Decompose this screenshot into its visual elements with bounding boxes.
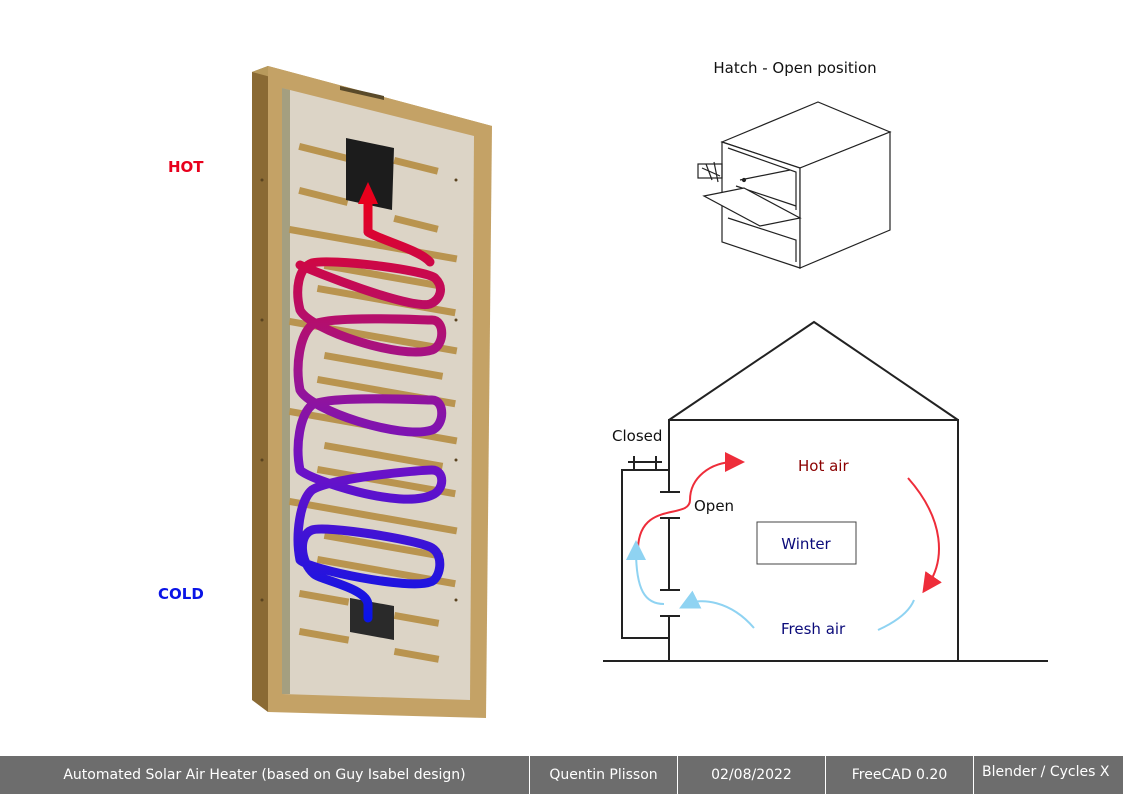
airflow-path <box>293 195 447 623</box>
fresh-air-rise-arrow <box>626 540 665 605</box>
fresh-air-label: Fresh air <box>781 620 846 638</box>
fresh-air-intake-arrow <box>679 590 755 629</box>
house-walls <box>668 419 959 661</box>
open-label: Open <box>694 497 734 515</box>
season-label: Winter <box>781 535 831 553</box>
hot-air-circulation-arrow <box>907 477 942 594</box>
diagram-canvas: Hatch - Open position <box>252 59 1048 718</box>
date: 02/08/2022 <box>678 756 826 794</box>
hatch-title: Hatch - Open position <box>713 59 876 77</box>
fresh-air-return-arrow <box>877 599 915 631</box>
cold-label: COLD <box>158 585 204 603</box>
render-software: Blender / Cycles X <box>982 764 1110 780</box>
hot-air-label: Hot air <box>798 457 849 475</box>
closed-label: Closed <box>612 427 662 445</box>
drawing-title: Automated Solar Air Heater (based on Guy… <box>0 756 530 794</box>
panel-top-opening <box>346 138 394 210</box>
hot-air-exit-arrow <box>637 452 745 549</box>
house-diagram: Closed Open Hot air Fresh air Winter <box>603 320 1048 662</box>
title-block: Automated Solar Air Heater (based on Guy… <box>0 756 1123 794</box>
hatch-drawing: Hatch - Open position <box>697 59 892 269</box>
solar-panel-render <box>252 66 492 718</box>
cad-software: FreeCAD 0.20 <box>826 756 974 794</box>
closed-hatch <box>628 456 662 470</box>
panel-box <box>621 469 669 639</box>
up-arrow-icon <box>358 182 378 204</box>
author: Quentin Plisson <box>530 756 678 794</box>
hot-label: HOT <box>168 158 204 176</box>
house-roof <box>668 320 959 421</box>
season-box <box>756 521 857 565</box>
